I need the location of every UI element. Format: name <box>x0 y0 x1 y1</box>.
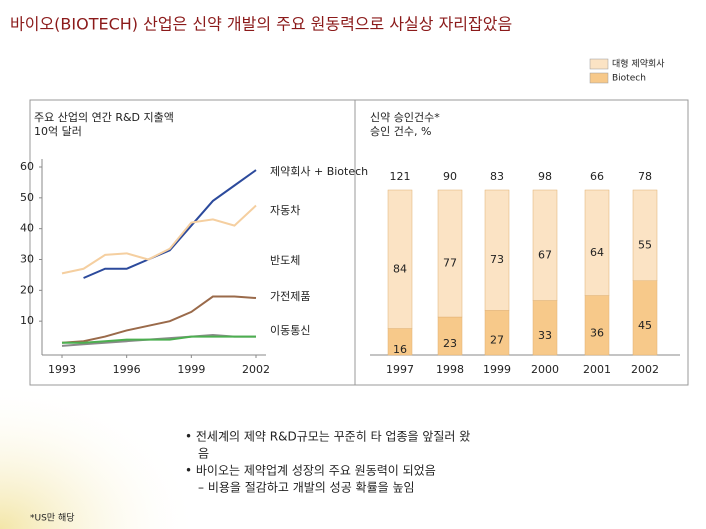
x-tick-label: 2001 <box>583 363 611 376</box>
bar-value-label: 45 <box>638 319 652 332</box>
series-line <box>61 204 257 275</box>
bar-title: 신약 승인건수* <box>370 110 440 124</box>
x-tick-label: 2000 <box>531 363 559 376</box>
x-tick-label: 2002 <box>242 363 270 376</box>
series-label: 반도체 <box>270 254 300 267</box>
bullet-line: • 전세계의 제약 R&D규모는 꾸준히 타 업종을 앞질러 왔 <box>185 429 470 444</box>
series-line <box>61 295 257 344</box>
bullet-line: – 비용을 절감하고 개발의 성공 확률을 높임 <box>198 481 415 495</box>
x-tick-label: 1999 <box>177 363 205 376</box>
bar-subtitle: 승인 건수, % <box>370 125 431 138</box>
x-tick-label: 1993 <box>48 363 76 376</box>
footnote: *US만 해당 <box>30 513 75 524</box>
series-label: 이동통신 <box>270 324 310 337</box>
total-label: 98 <box>538 170 552 183</box>
series-label: 자동차 <box>270 204 300 217</box>
total-label: 78 <box>638 170 652 183</box>
bar-segment <box>484 310 510 356</box>
bar-segment <box>532 300 558 356</box>
bar-segment <box>584 189 610 296</box>
bar-segment <box>632 189 658 281</box>
bar-segment <box>437 189 463 318</box>
total-label: 66 <box>590 170 604 183</box>
x-tick-label: 1997 <box>386 363 414 376</box>
y-tick-label: 40 <box>20 222 34 235</box>
bar-value-label: 55 <box>638 238 652 251</box>
line-title: 주요 산업의 연간 R&D 지출액 <box>34 111 174 124</box>
legend-label: 대형 제약회사 <box>612 58 665 70</box>
series-label: 가전제품 <box>270 290 310 303</box>
y-tick-label: 20 <box>20 283 34 296</box>
legend-label: Biotech <box>612 74 646 84</box>
bar-segment <box>387 189 413 329</box>
bar-segment <box>484 189 510 311</box>
total-label: 83 <box>490 170 504 183</box>
series-line <box>62 335 256 344</box>
total-label: 90 <box>443 170 457 183</box>
bar-value-label: 73 <box>490 253 504 266</box>
y-tick-label: 30 <box>20 253 34 266</box>
bar-segment <box>532 189 558 301</box>
y-tick-label: 60 <box>20 160 34 173</box>
slide-title: 바이오(BIOTECH) 산업은 신약 개발의 주요 원동력으로 사실상 자리잡… <box>10 15 512 34</box>
x-tick-label: 1998 <box>436 363 464 376</box>
legend-swatch <box>589 72 609 84</box>
x-tick-label: 1996 <box>113 363 141 376</box>
bar-segment <box>437 316 463 356</box>
series-label: 제약회사 + Biotech <box>270 164 368 178</box>
bar-value-label: 23 <box>443 337 457 350</box>
right-frame <box>354 99 689 386</box>
total-label: 121 <box>390 170 411 183</box>
bar-segment <box>584 295 610 356</box>
decoration <box>0 380 200 529</box>
series-line <box>83 169 257 279</box>
bar-value-label: 67 <box>538 248 552 261</box>
bar-value-label: 84 <box>393 262 407 275</box>
bar-value-label: 36 <box>590 326 604 339</box>
bar-value-label: 33 <box>538 329 552 342</box>
bar-value-label: 64 <box>590 246 604 259</box>
bar-value-label: 77 <box>443 257 457 270</box>
bar-value-label: 27 <box>490 334 504 347</box>
bullet-line: 음 <box>198 447 209 461</box>
y-tick-label: 10 <box>20 314 34 327</box>
legend-swatch <box>589 58 609 70</box>
x-tick-label: 2002 <box>631 363 659 376</box>
bar-segment <box>632 280 658 356</box>
bar-segment <box>387 328 413 356</box>
x-tick-label: 1999 <box>483 363 511 376</box>
bar-value-label: 16 <box>393 343 407 356</box>
line-subtitle: 10억 달러 <box>34 125 82 138</box>
bullet-line: • 바이오는 제약업계 성장의 주요 원동력이 되었음 <box>185 463 436 478</box>
y-tick-label: 50 <box>20 191 34 204</box>
